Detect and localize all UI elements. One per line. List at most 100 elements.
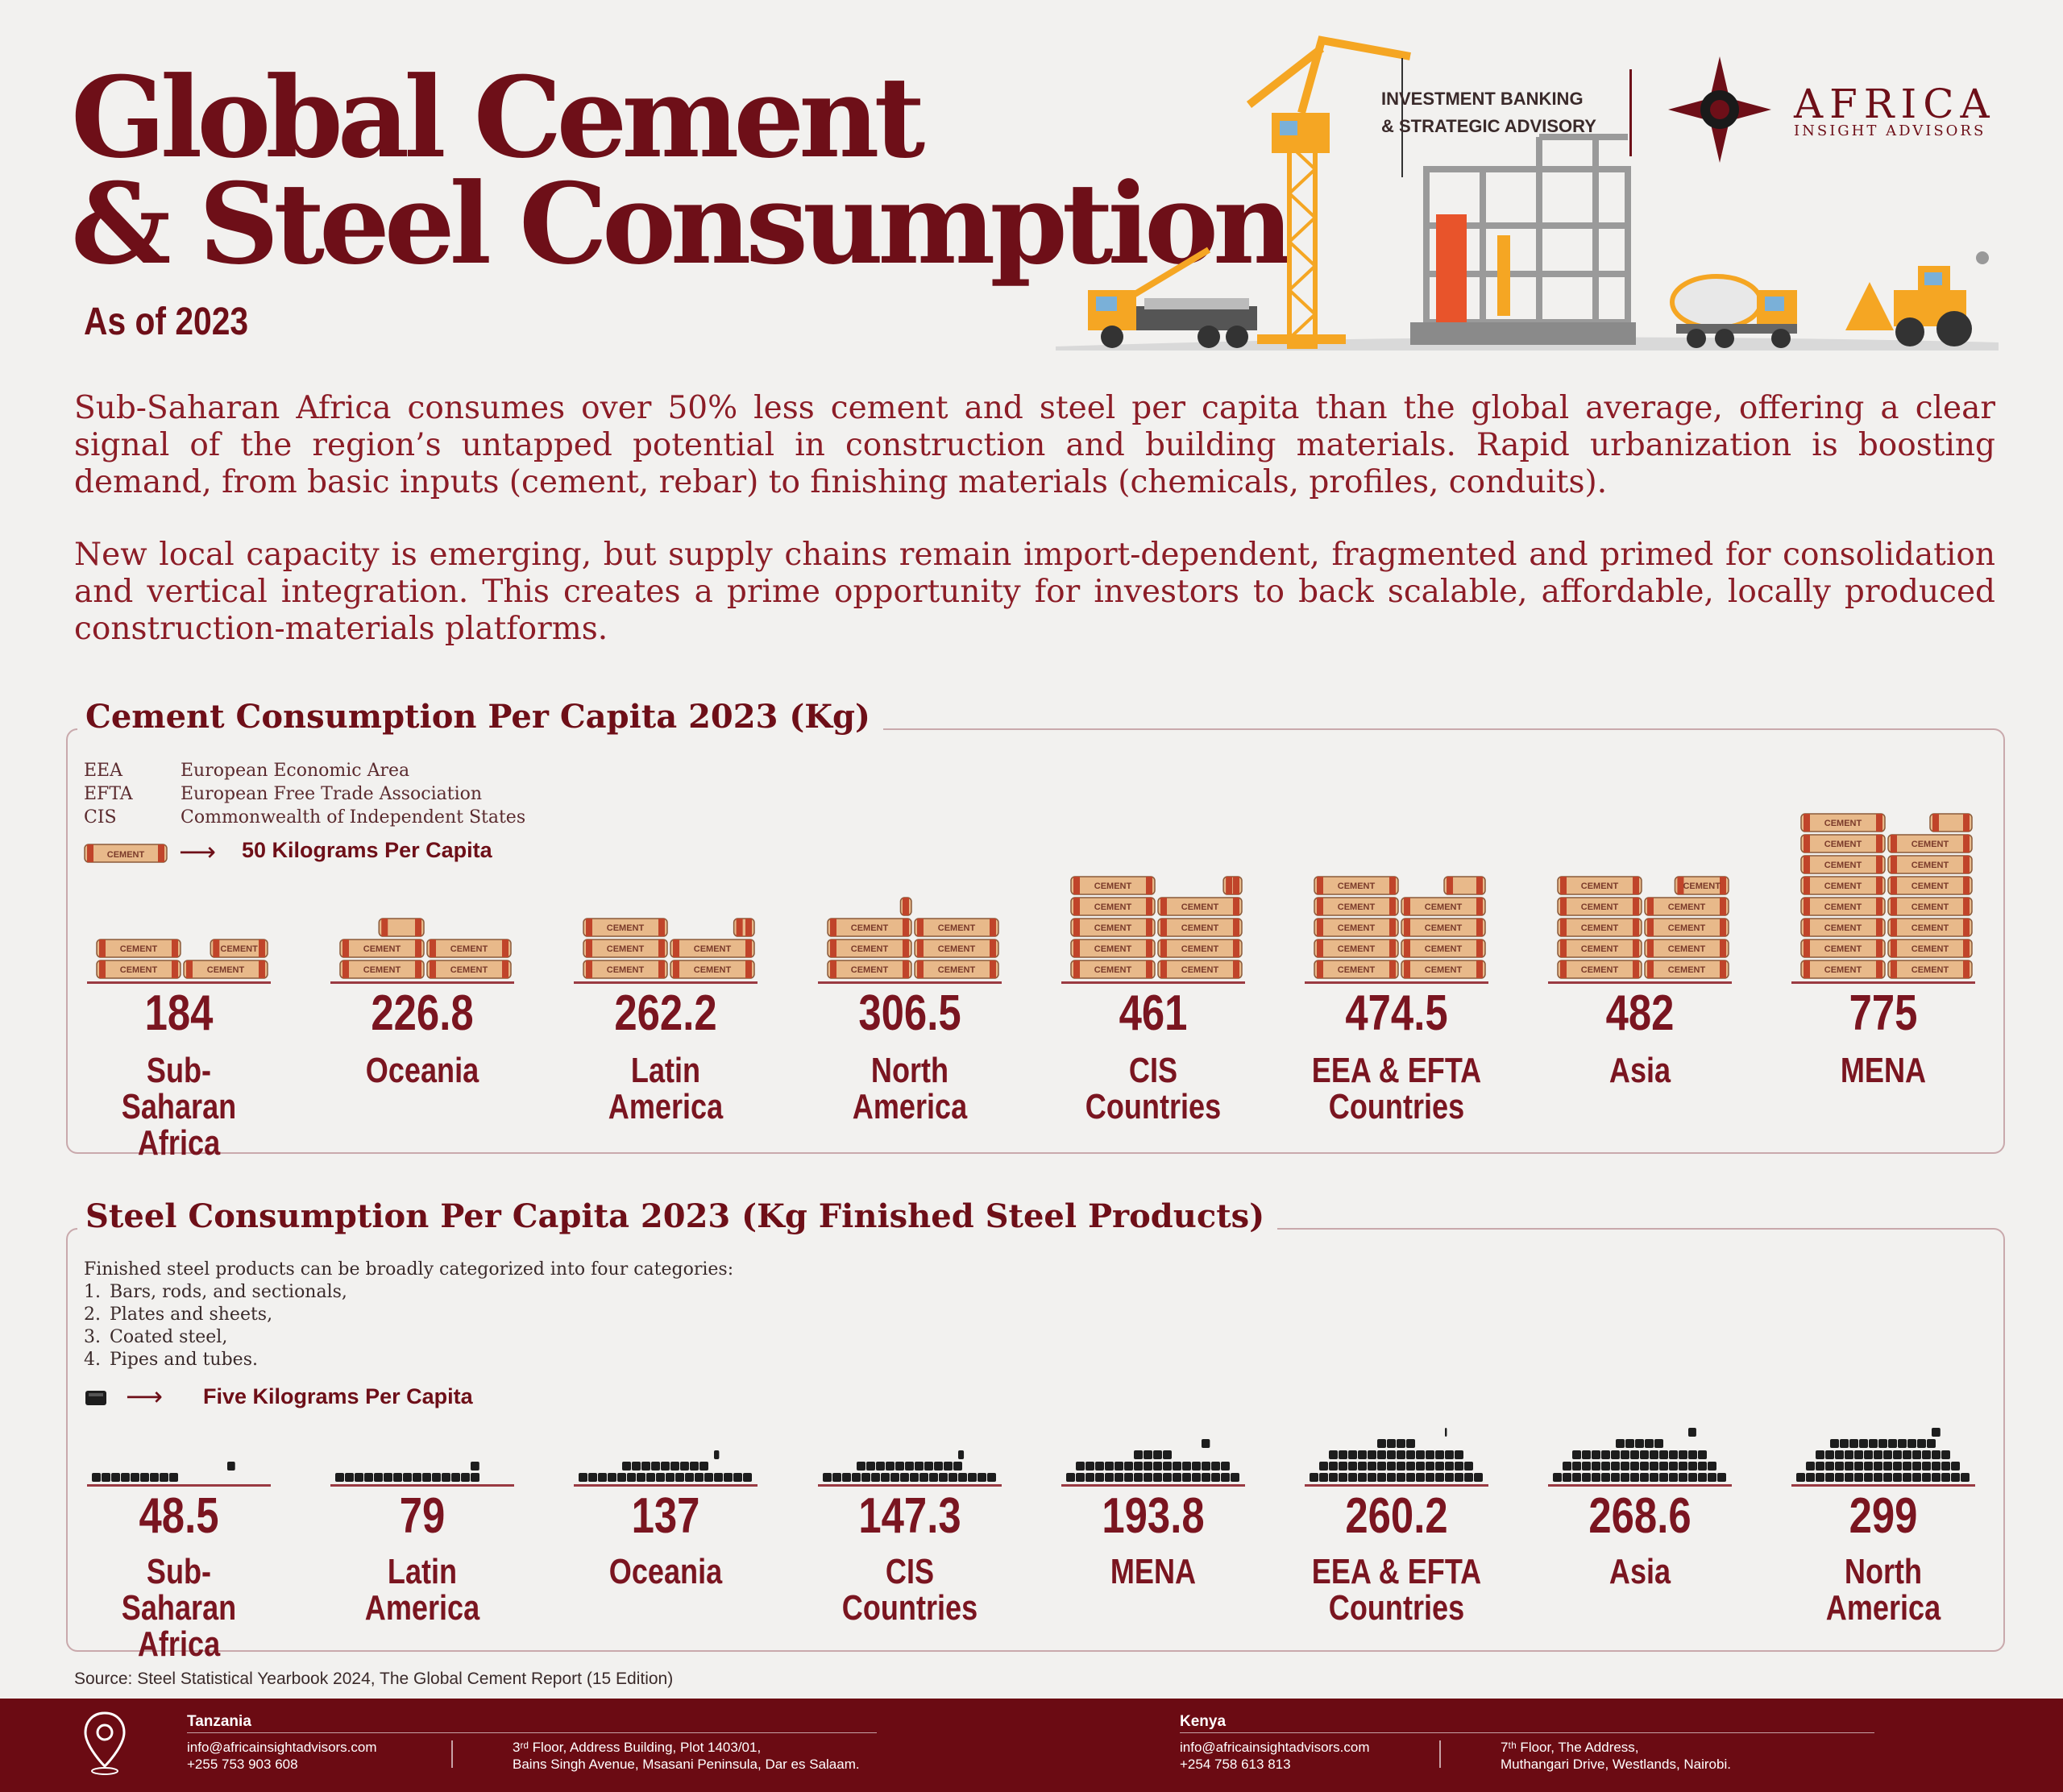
steel-bar-icon <box>1094 1462 1104 1471</box>
steel-bar-icon <box>1640 1462 1650 1471</box>
column-baseline <box>574 1484 758 1487</box>
category-label: Oceania <box>609 1552 723 1591</box>
steel-bar-icon <box>1368 1450 1376 1459</box>
kenya-email[interactable]: info@africainsightadvisors.com <box>1180 1740 1370 1755</box>
svg-text:CEMENT: CEMENT <box>363 965 401 975</box>
svg-text:CEMENT: CEMENT <box>607 923 645 933</box>
steel-bar-icon <box>1397 1462 1405 1471</box>
steel-bar-icon <box>1319 1462 1328 1471</box>
steel-bar-icon <box>1143 1450 1152 1459</box>
steel-bar-icon <box>1368 1462 1376 1471</box>
svg-text:CEMENT: CEMENT <box>607 965 645 975</box>
steel-bar-icon <box>471 1473 480 1482</box>
steel-bar-icon <box>1348 1473 1357 1482</box>
steel-bar-icon <box>1201 1462 1210 1471</box>
category-label: North America <box>852 1051 967 1126</box>
steel-bar-icon <box>1162 1462 1172 1471</box>
steel-bar-icon <box>1688 1473 1698 1482</box>
tanzania-phone[interactable]: +255 753 903 608 <box>187 1757 298 1772</box>
footer-separator <box>1439 1740 1441 1768</box>
steel-bars-5 <box>1065 1439 1239 1482</box>
cement-bag-icon: CEMENT <box>1157 918 1243 937</box>
steel-bar-icon <box>1961 1473 1970 1482</box>
steel-bar-icon <box>1416 1450 1425 1459</box>
category-label: North America <box>1826 1552 1941 1628</box>
steel-bar-partial-icon <box>227 1462 235 1471</box>
cement-bag-icon: CEMENT <box>1070 876 1156 895</box>
steel-bar-icon <box>1859 1439 1869 1448</box>
steel-bar-icon <box>1854 1450 1864 1459</box>
svg-text:CEMENT: CEMENT <box>450 965 488 975</box>
steel-bar-icon <box>1397 1473 1405 1482</box>
column-baseline <box>87 981 271 984</box>
steel-bar-icon <box>1922 1450 1932 1459</box>
steel-bars-8 <box>1796 1428 1970 1482</box>
steel-bar-icon <box>1406 1473 1415 1482</box>
steel-bar-icon <box>880 1473 890 1482</box>
steel-bar-icon <box>579 1473 588 1482</box>
steel-bar-icon <box>432 1473 442 1482</box>
steel-category-item: 4. Pipes and tubes. <box>84 1349 733 1371</box>
steel-bar-icon <box>345 1473 355 1482</box>
steel-bar-icon <box>1358 1473 1367 1482</box>
value-label: 79 <box>399 1488 446 1544</box>
cement-bag-icon: CEMENT <box>1887 876 1974 895</box>
cement-bag-icon: CEMENT <box>1557 897 1642 916</box>
category-label: CIS Countries <box>841 1552 978 1628</box>
cement-bag-icon: CEMENT <box>1800 918 1887 937</box>
steel-bar-icon <box>1329 1450 1338 1459</box>
tanzania-email[interactable]: info@africainsightadvisors.com <box>187 1740 377 1755</box>
cement-bag-icon: CEMENT <box>1644 939 1729 958</box>
steel-bar-icon <box>670 1462 680 1471</box>
cement-bags-4: CEMENT CEMENT CEMENT CEMENT CEMENT CEMENT <box>826 897 999 979</box>
value-label: 226.8 <box>371 985 474 1041</box>
steel-bar-icon <box>1339 1473 1347 1482</box>
column-baseline <box>1061 1484 1245 1487</box>
column-baseline <box>330 981 515 984</box>
cement-bags-6: CEMENT CEMENT CEMENT CEMENT CEMENT CEMENT CEME… <box>1314 876 1486 979</box>
steel-bar-icon <box>714 1473 724 1482</box>
steel-bar-icon <box>1688 1462 1698 1471</box>
svg-text:CEMENT: CEMENT <box>937 944 975 954</box>
steel-bar-icon <box>1611 1473 1621 1482</box>
steel-category-item: 1. Bars, rods, and sectionals, <box>84 1281 733 1304</box>
cement-bag-icon <box>1443 876 1486 895</box>
kenya-phone[interactable]: +254 758 613 813 <box>1180 1757 1291 1772</box>
steel-bar-icon <box>1849 1439 1859 1448</box>
steel-bar-icon <box>865 1462 875 1471</box>
steel-bar-icon <box>1951 1473 1961 1482</box>
svg-text:CEMENT: CEMENT <box>1581 965 1619 975</box>
steel-bar-icon <box>1654 1439 1664 1448</box>
steel-bar-icon <box>1387 1462 1396 1471</box>
column-baseline <box>1305 981 1488 984</box>
steel-bar-icon <box>1348 1450 1357 1459</box>
steel-bar-icon <box>1806 1473 1816 1482</box>
steel-title-rule <box>1215 1228 1812 1230</box>
steel-bar-icon <box>637 1473 646 1482</box>
steel-bar-icon <box>1348 1462 1357 1471</box>
column-baseline <box>817 1484 1002 1487</box>
steel-category-text: Bars, rods, and sectionals, <box>110 1282 347 1302</box>
steel-bar-icon <box>1835 1462 1845 1471</box>
steel-bar-icon <box>1601 1462 1611 1471</box>
cement-bag-icon: CEMENT <box>1800 897 1887 916</box>
steel-bar-partial-icon <box>1932 1428 1941 1437</box>
steel-bar-icon <box>1645 1439 1654 1448</box>
steel-bar-icon <box>1416 1473 1425 1482</box>
cement-bag-icon: CEMENT <box>96 960 181 979</box>
svg-text:CEMENT: CEMENT <box>1338 944 1376 954</box>
steel-bar-icon <box>1329 1462 1338 1471</box>
steel-bar-icon <box>1435 1450 1444 1459</box>
category-label: Latin America <box>608 1051 724 1126</box>
steel-bar-icon <box>1143 1473 1152 1482</box>
steel-bar-icon <box>1397 1439 1405 1448</box>
cement-bag-icon: CEMENT <box>1401 939 1486 958</box>
svg-text:CEMENT: CEMENT <box>120 944 158 954</box>
steel-bar-icon <box>1611 1462 1621 1471</box>
steel-bar-icon <box>1406 1439 1415 1448</box>
steel-bar-icon <box>1669 1462 1679 1471</box>
steel-bar-icon <box>1123 1462 1133 1471</box>
cement-bag-icon: CEMENT <box>1800 834 1887 853</box>
cement-bag-icon: CEMENT <box>670 960 756 979</box>
svg-text:CEMENT: CEMENT <box>607 944 645 954</box>
